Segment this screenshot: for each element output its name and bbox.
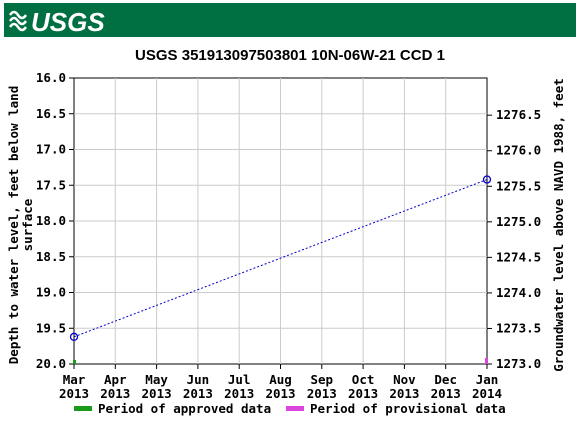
usgs-logo-icon[interactable]: USGS: [8, 7, 105, 37]
left-tick-label: 19.0: [36, 285, 66, 300]
legend-provisional-swatch: [286, 406, 304, 411]
left-tick-label: 18.5: [36, 249, 66, 264]
series-line: [73, 179, 488, 338]
right-tick-label: 1275.0: [496, 214, 541, 229]
right-tick-label: 1276.5: [496, 107, 541, 122]
left-tick-label: 16.0: [36, 70, 66, 85]
x-tick-year: 2013: [307, 386, 337, 401]
x-tick-year: 2013: [348, 386, 378, 401]
usgs-banner: USGS: [4, 3, 576, 37]
x-tick-month: May: [145, 372, 168, 387]
right-tick-label: 1274.0: [496, 285, 541, 300]
x-tick-year: 2013: [224, 386, 254, 401]
approved-period-marker: [73, 360, 76, 364]
right-tick-label: 1275.5: [496, 178, 541, 193]
x-tick-year: 2013: [183, 386, 213, 401]
usgs-logo-text: USGS: [31, 7, 105, 37]
right-tick-label: 1273.5: [496, 320, 541, 335]
usgs-banner-background: [4, 3, 576, 37]
x-tick-year: 2013: [59, 386, 89, 401]
x-tick-month: Mar: [63, 372, 86, 387]
left-tick-label: 17.5: [36, 177, 66, 192]
left-tick-label: 19.5: [36, 320, 66, 335]
data-point: [69, 332, 79, 341]
right-tick-label: 1276.0: [496, 143, 541, 158]
legend-approved-swatch: [74, 406, 92, 411]
x-tick-year: 2013: [431, 386, 461, 401]
x-tick-year: 2013: [389, 386, 419, 401]
x-tick-year: 2013: [142, 386, 172, 401]
grid-lines: [74, 78, 487, 364]
right-tick-label: 1274.5: [496, 249, 541, 264]
data-series: [69, 175, 492, 364]
legend-provisional: Period of provisional data: [286, 401, 506, 416]
left-tick-label: 17.0: [36, 142, 66, 157]
y-axis-right-label: Groundwater level above NAVD 1988, feet: [551, 78, 566, 372]
left-tick-label: 18.0: [36, 213, 66, 228]
left-tick-label: 16.5: [36, 106, 66, 121]
data-point: [482, 175, 492, 184]
x-tick-month: Dec: [434, 372, 457, 387]
x-tick-month: Jul: [228, 372, 251, 387]
legend-approved-label: Period of approved data: [98, 401, 271, 416]
legend-approved: Period of approved data: [74, 401, 271, 416]
x-tick-month: Nov: [393, 372, 416, 387]
x-tick-year: 2013: [265, 386, 295, 401]
provisional-period-marker: [485, 358, 488, 364]
usgs-header-bar: USGS: [4, 3, 576, 37]
x-axis-ticks: Mar2013Apr2013May2013Jun2013Jul2013Aug20…: [59, 364, 502, 401]
left-tick-label: 20.0: [36, 356, 66, 371]
x-tick-month: Jun: [187, 372, 210, 387]
x-tick-month: Apr: [104, 372, 127, 387]
x-tick-month: Oct: [352, 372, 375, 387]
y-axis-left-label-line2: surface: [20, 198, 35, 251]
x-tick-month: Sep: [311, 372, 334, 387]
right-tick-label: 1273.0: [496, 356, 541, 371]
y-axis-left-label-line1: Depth to water level, feet below land: [6, 86, 21, 364]
chart-title: USGS 351913097503801 10N-06W-21 CCD 1: [135, 47, 445, 64]
x-tick-month: Jan: [476, 372, 499, 387]
x-tick-year: 2014: [472, 386, 502, 401]
x-tick-year: 2013: [100, 386, 130, 401]
legend: Period of approved data Period of provis…: [74, 401, 506, 416]
right-axis-ticks: 1273.0 1273.5 1274.0 1274.5 1275.0 1275.5 1276…: [487, 107, 541, 371]
x-tick-month: Aug: [269, 372, 292, 387]
legend-provisional-label: Period of provisional data: [310, 401, 506, 416]
left-axis-ticks: 16.0 16.5 17.0 17.5 18.0 18.5 19.0 19.5 20.0: [36, 70, 74, 371]
